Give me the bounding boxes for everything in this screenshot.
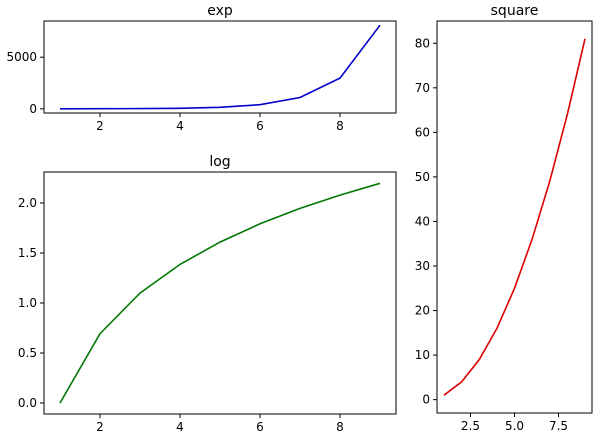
y-tick-label: 10 xyxy=(415,348,430,362)
y-tick-label: 60 xyxy=(415,125,430,139)
y-tick-label: 1.0 xyxy=(18,296,37,310)
series-line-log xyxy=(59,182,381,404)
x-tick-label: 2.5 xyxy=(461,419,480,433)
x-tick-label: 2 xyxy=(96,119,104,133)
subplot-title: log xyxy=(209,154,230,170)
subplot-title: square xyxy=(491,3,539,19)
x-tick-label: 6 xyxy=(256,420,264,434)
x-tick-label: 4 xyxy=(176,119,184,133)
x-tick-label: 7.5 xyxy=(549,419,568,433)
y-tick-label: 40 xyxy=(415,214,430,228)
x-tick-label: 5.0 xyxy=(505,419,524,433)
subplot-title: exp xyxy=(207,3,233,19)
y-tick-label: 1.5 xyxy=(18,246,37,260)
y-tick-label: 80 xyxy=(415,36,430,50)
y-tick-label: 0 xyxy=(422,393,430,407)
x-tick-label: 6 xyxy=(256,119,264,133)
x-tick-label: 2 xyxy=(96,420,104,434)
y-tick-label: 50 xyxy=(415,170,430,184)
y-tick-label: 0.5 xyxy=(18,346,37,360)
axes-frame xyxy=(436,20,593,414)
subplot-log: log 2 4 6 8 0.0 0.5 1.0 1.5 2.0 xyxy=(18,154,397,434)
series-line-square xyxy=(443,38,586,396)
y-tick-label: 70 xyxy=(415,81,430,95)
x-tick-label: 8 xyxy=(336,119,344,133)
y-tick-label: 0.0 xyxy=(18,396,37,410)
axes-frame xyxy=(43,20,397,114)
y-tick-label: 2.0 xyxy=(18,196,37,210)
y-tick-label: 5000 xyxy=(6,50,37,64)
x-tick-label: 8 xyxy=(336,420,344,434)
x-tick-label: 4 xyxy=(176,420,184,434)
axes-frame xyxy=(43,171,397,415)
y-tick-label: 0 xyxy=(29,102,37,116)
y-tick-label: 20 xyxy=(415,304,430,318)
subplot-exp: exp 2 4 6 8 0 5000 xyxy=(6,3,397,133)
subplot-square: square 2.5 5.0 7.5 0 10 20 30 40 50 60 70 80 xyxy=(415,3,593,433)
series-line-exp xyxy=(59,24,381,110)
y-tick-label: 30 xyxy=(415,259,430,273)
